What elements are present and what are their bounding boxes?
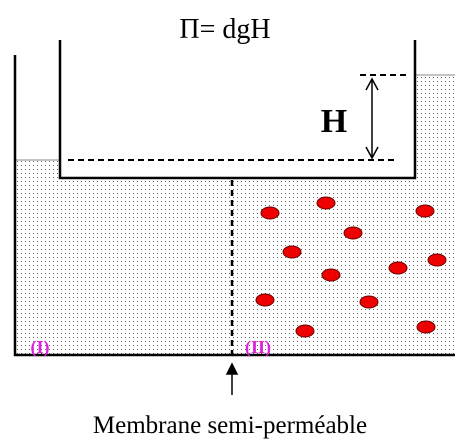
title: Π= dgH	[179, 14, 270, 45]
liquid	[15, 75, 455, 355]
membrane-label: Membrane semi-perméable	[93, 412, 367, 439]
height-arrow	[365, 77, 379, 160]
compartment-label: (II)	[245, 337, 271, 358]
compartment-label: (I)	[31, 337, 50, 358]
vessel	[13, 55, 455, 357]
inner-tube	[58, 40, 417, 180]
height-label: H	[321, 103, 347, 140]
membrane-pointer	[225, 362, 239, 395]
solute-particles	[255, 196, 447, 338]
